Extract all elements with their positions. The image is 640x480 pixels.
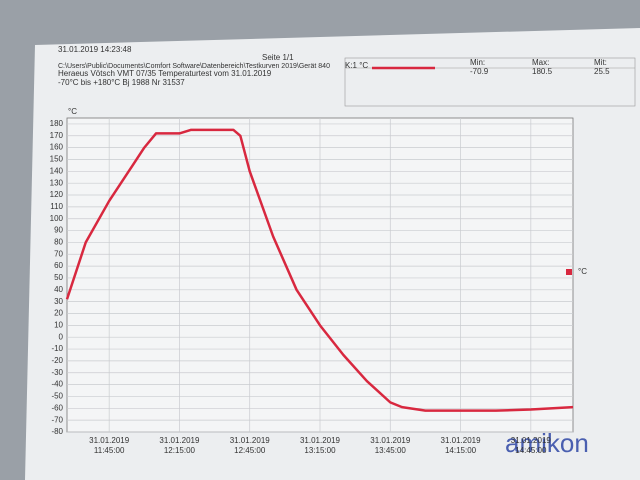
timestamp: 31.01.2019 14:23:48 [58,45,132,54]
y-tick-label: -10 [51,344,63,353]
stat-value: 180.5 [532,67,553,76]
y-tick-label: -40 [51,380,63,389]
stat-label: Mit: [594,58,607,67]
y-tick-label: 10 [54,320,63,329]
y-tick-label: 180 [50,119,64,128]
y-tick-label: 80 [54,238,63,247]
x-tick-label-line: 11:45:00 [94,446,125,455]
y-tick-label: -60 [51,403,63,412]
y-tick-label: 50 [54,273,63,282]
stat-label: Max: [532,58,549,67]
y-tick-label: -80 [51,427,63,436]
x-tick-label-line: 31.01.2019 [89,436,130,445]
x-tick-label-line: 31.01.2019 [159,436,200,445]
y-tick-label: -30 [51,368,63,377]
x-tick-label-line: 31.01.2019 [230,436,271,445]
x-tick-label: 31.01.2019 14:45:00 [511,436,552,455]
device: Heraeus Vötsch VMT 07/35 Temperaturtest … [58,69,272,78]
y-tick-label: 60 [54,261,63,270]
range: -70°C bis +180°C Bj 1988 Nr 31537 [58,78,185,87]
y-tick-label: -20 [51,356,63,365]
y-tick-label: 140 [50,166,64,175]
stat-value: 25.5 [594,67,610,76]
x-tick-label-line: 14:15:00 [445,446,477,455]
y-tick-label: 40 [54,285,63,294]
y-tick-label: 160 [50,143,64,152]
legend-label: °C [578,267,587,276]
y-tick-label: 0 [59,332,64,341]
x-tick-label-line: 12:15:00 [164,446,196,455]
y-tick-label: 70 [54,249,63,258]
stats-box [344,57,636,107]
x-tick-label: 31.01.2019 13:15:00 [300,436,341,455]
y-tick-label: 30 [54,297,63,306]
channel: K:1 °C [345,61,368,70]
x-tick-label-line: 13:45:00 [375,446,407,455]
x-tick-label-line: 31.01.2019 [511,436,552,445]
y-tick-label: -50 [51,392,63,401]
data-line [65,128,574,412]
page-number: Seite 1/1 [262,53,294,62]
legend-swatch [566,269,572,275]
x-tick-label: 31.01.2019 14:15:00 [441,436,482,455]
x-tick-label-line: 12:45:00 [234,446,266,455]
y-tick-label: 150 [50,155,64,164]
y-tick-label: 170 [50,131,64,140]
file-path: C:\Users\Public\Documents\Comfort Softwa… [58,63,330,70]
x-tick-label: 31.01.2019 12:15:00 [159,436,200,455]
x-tick-label-line: 14:45:00 [515,446,547,455]
x-tick-label: 31.01.2019 11:45:00 [89,436,130,455]
y-axis-label: °C [68,107,77,116]
x-tick-label: 31.01.2019 12:45:00 [230,436,271,455]
stat-value: -70.9 [470,67,489,76]
x-tick-label-line: 31.01.2019 [300,436,341,445]
x-tick-label-line: 31.01.2019 [441,436,482,445]
y-tick-label: 130 [50,178,64,187]
stat-label: Min: [470,58,485,67]
x-tick-label-line: 31.01.2019 [370,436,411,445]
y-tick-label: 110 [50,202,63,211]
y-tick-label: -70 [51,415,63,424]
y-tick-label: 90 [54,226,63,235]
x-tick-label-line: 13:15:00 [304,446,336,455]
y-tick-label: 20 [54,309,63,318]
watermark: amikon [505,428,589,458]
y-tick-label: 100 [50,214,64,223]
x-tick-label: 31.01.2019 13:45:00 [370,436,411,455]
y-tick-label: 120 [50,190,64,199]
